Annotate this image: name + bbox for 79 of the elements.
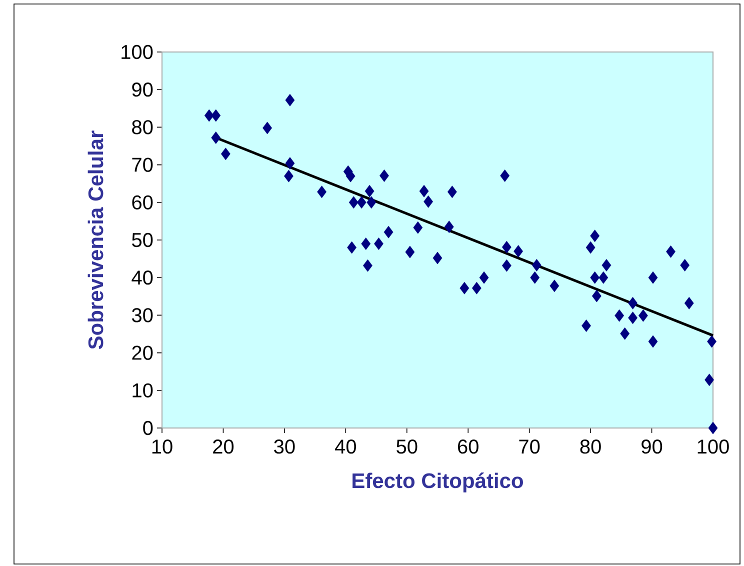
point	[479, 271, 489, 284]
point	[592, 290, 602, 302]
point	[419, 184, 429, 198]
y-tick-label: 40	[132, 270, 153, 285]
point	[447, 186, 457, 198]
point	[602, 258, 612, 272]
point	[285, 157, 295, 170]
point	[472, 282, 482, 294]
y-tick-label: 70	[132, 158, 153, 172]
point	[628, 312, 638, 324]
point	[204, 109, 214, 122]
point	[500, 170, 510, 182]
point	[363, 259, 372, 272]
x-tick-label: 30	[274, 440, 295, 454]
point	[356, 196, 366, 209]
point	[380, 170, 389, 182]
y-tick-label: 60	[132, 195, 153, 210]
point	[598, 271, 608, 284]
point	[532, 258, 542, 272]
x-axis-title: Efecto Citopático	[352, 472, 524, 492]
point	[550, 280, 560, 292]
y-tick-label: 30	[132, 308, 153, 322]
point	[405, 246, 415, 258]
point	[211, 132, 221, 144]
point	[424, 195, 434, 208]
point	[432, 252, 442, 264]
point	[708, 422, 718, 434]
x-tick-label: 50	[396, 440, 418, 454]
point	[444, 220, 454, 234]
x-tick-label: 90	[642, 440, 662, 454]
point	[680, 258, 690, 272]
point	[366, 196, 376, 209]
point	[684, 296, 694, 310]
x-tick-label: 100	[698, 440, 729, 454]
y-tick-label: 10	[132, 383, 153, 398]
point	[347, 241, 356, 254]
x-tick-label: 80	[580, 440, 601, 454]
point	[348, 196, 358, 209]
y-tick-label: 90	[132, 82, 153, 97]
y-tick-label: 0	[143, 420, 153, 436]
y-axis-title: Sobrevivencia Celular	[88, 130, 104, 350]
y-tick-label: 80	[132, 120, 153, 134]
point	[285, 94, 295, 106]
point	[614, 309, 624, 322]
point	[514, 245, 524, 258]
point	[582, 320, 591, 332]
y-tick-label: 20	[132, 346, 153, 360]
point	[502, 259, 512, 272]
x-tick-label: 70	[519, 440, 540, 454]
point	[704, 374, 714, 386]
point	[211, 109, 221, 122]
point	[413, 221, 423, 234]
point	[284, 170, 294, 182]
point	[590, 230, 600, 242]
y-tick-label: 100	[122, 44, 153, 60]
point	[648, 335, 658, 348]
x-tick-label: 10	[152, 440, 172, 454]
point	[502, 240, 512, 254]
point	[628, 296, 638, 310]
point	[530, 271, 540, 284]
point	[317, 186, 326, 198]
point	[460, 282, 470, 294]
point	[666, 245, 676, 258]
point	[361, 238, 371, 250]
point	[590, 271, 600, 284]
x-tick-label: 60	[458, 440, 478, 454]
point	[620, 327, 630, 340]
point	[638, 309, 648, 322]
point	[384, 226, 394, 238]
point	[220, 148, 230, 160]
point	[648, 271, 658, 284]
y-tick-label: 50	[132, 232, 153, 248]
x-tick-label: 40	[335, 440, 356, 454]
point	[707, 335, 716, 348]
point	[374, 238, 384, 250]
point	[364, 184, 374, 198]
point	[586, 241, 596, 254]
x-tick-label: 20	[213, 440, 234, 454]
point	[262, 122, 272, 134]
